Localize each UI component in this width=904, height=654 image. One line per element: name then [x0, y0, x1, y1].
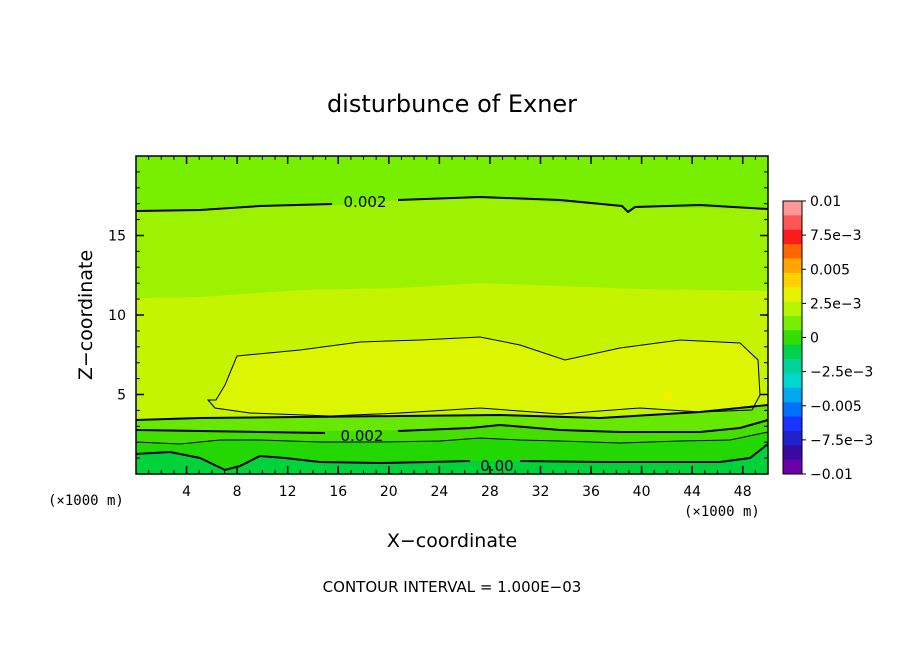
colorbar-swatch: [783, 459, 802, 475]
colorbar-swatch: [783, 430, 802, 446]
colorbar: 0.01 7.5e−3 0.005 2.5e−3 0 −2.5e−3 −0.005 −7.5e…: [782, 194, 873, 483]
colorbar-label: 0: [810, 331, 819, 347]
contour-line-lower-2: [135, 419, 769, 434]
x-axis: 4 8 12 16 20 24 28 32 36 40 44 48: [148, 156, 756, 500]
x-axis-label: X−coordinate: [387, 530, 517, 552]
y-tick-label: 10: [108, 308, 126, 324]
y-axis: 5 10 15: [108, 171, 768, 459]
x-unit-right: (×1000 m): [684, 504, 760, 520]
contour-label-bottom: 0.00: [480, 457, 513, 475]
x-tick-label: 20: [380, 484, 398, 500]
colorbar-swatch: [783, 445, 802, 461]
colorbar-swatch: [783, 373, 802, 389]
contour-lines: [135, 195, 769, 472]
x-tick-label: 8: [233, 484, 242, 500]
x-tick-label: 16: [329, 484, 347, 500]
chart-title: disturbunce of Exner: [327, 90, 577, 118]
colorbar-swatch: [783, 387, 802, 403]
contour-label-lower: 0.002: [341, 427, 384, 445]
x-tick-label: 36: [582, 484, 600, 500]
colorbar-swatch: [783, 229, 802, 245]
x-tick-label: 28: [481, 484, 499, 500]
colorbar-swatch: [783, 201, 802, 216]
colorbar-swatch: [783, 359, 802, 374]
x-tick-label: 44: [683, 484, 701, 500]
x-tick-label: 12: [279, 484, 297, 500]
y-tick-label: 5: [117, 388, 126, 404]
x-tick-label: 48: [734, 484, 752, 500]
contour-interval-note: CONTOUR INTERVAL = 1.000E−03: [323, 578, 582, 596]
colorbar-label: −0.005: [810, 399, 862, 415]
colorbar-label: 7.5e−3: [810, 228, 862, 244]
colorbar-label: −7.5e−3: [810, 433, 873, 449]
max-blob: [663, 391, 673, 401]
x-unit-left: (×1000 m): [48, 493, 124, 509]
colorbar-swatch: [783, 315, 802, 331]
band-upper-green: [136, 156, 768, 212]
contour-line-lower-4: [135, 443, 769, 472]
x-tick-label: 32: [532, 484, 550, 500]
band-core-yellow: [215, 337, 760, 416]
contour-labels: 0.002 0.002 0.00: [341, 193, 514, 475]
y-tick-label: 15: [108, 229, 126, 245]
y-axis-label: Z−coordinate: [75, 250, 97, 380]
colorbar-swatch: [783, 416, 802, 432]
plot-fill: [136, 156, 768, 474]
colorbar-swatch: [783, 287, 802, 303]
colorbar-swatch: [783, 258, 802, 274]
colorbar-swatch: [783, 344, 802, 360]
band-bottom-green: [136, 444, 768, 474]
x-tick-label: 4: [182, 484, 191, 500]
colorbar-swatch: [783, 301, 802, 317]
colorbar-swatch: [783, 272, 802, 288]
contour-line-lower-3: [135, 431, 769, 445]
colorbar-swatch: [783, 330, 802, 346]
colorbar-label: 0.01: [810, 194, 841, 210]
colorbar-label: −2.5e−3: [810, 365, 873, 381]
colorbar-swatch: [783, 402, 802, 418]
colorbar-label: 2.5e−3: [810, 296, 862, 312]
contour-line-lower-1: [135, 404, 769, 421]
contour-label-upper: 0.002: [344, 193, 387, 211]
colorbar-label: −0.01: [810, 467, 853, 483]
colorbar-swatch: [783, 244, 802, 259]
contour-line-upper: [135, 195, 769, 214]
colorbar-label: 0.005: [810, 262, 850, 278]
x-tick-label: 40: [633, 484, 651, 500]
colorbar-swatch: [783, 215, 802, 231]
x-tick-label: 24: [430, 484, 448, 500]
